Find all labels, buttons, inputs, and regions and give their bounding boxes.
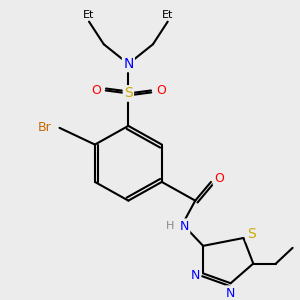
Text: O: O xyxy=(214,172,224,184)
Text: N: N xyxy=(226,286,235,300)
Text: Et: Et xyxy=(162,10,173,20)
Text: N: N xyxy=(190,269,200,282)
Text: Et: Et xyxy=(83,10,95,20)
Text: S: S xyxy=(247,227,256,241)
Text: S: S xyxy=(124,86,133,100)
Text: H: H xyxy=(166,221,175,231)
Text: O: O xyxy=(156,84,166,97)
Text: N: N xyxy=(123,57,134,71)
Text: N: N xyxy=(180,220,189,233)
Text: Br: Br xyxy=(38,122,52,134)
Text: O: O xyxy=(91,84,101,97)
